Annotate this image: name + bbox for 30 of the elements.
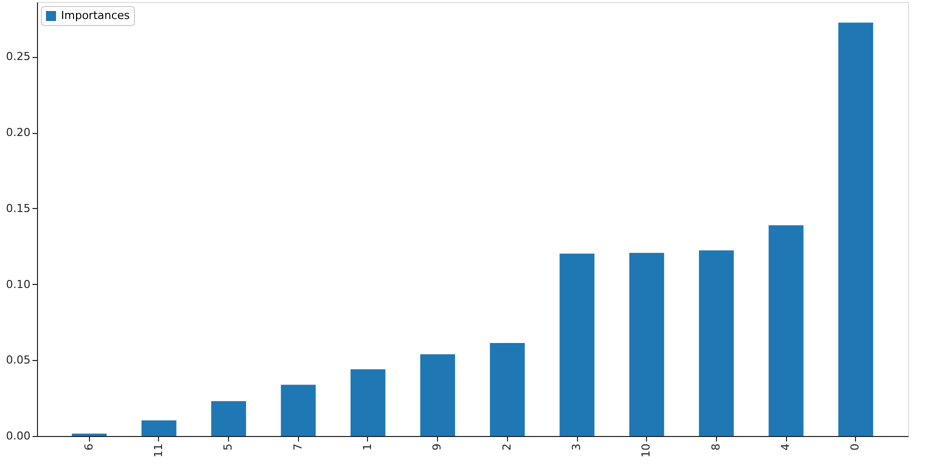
x-tick-label: 4 bbox=[779, 444, 792, 450]
x-tick-label: 8 bbox=[709, 444, 722, 450]
bar bbox=[211, 401, 246, 436]
bar bbox=[698, 250, 734, 436]
x-tick-label: 1 bbox=[360, 444, 374, 450]
x-tick-label: 2 bbox=[500, 444, 514, 450]
bar bbox=[142, 420, 176, 436]
x-tick-label: 10 bbox=[640, 444, 653, 458]
x-tick-label: 9 bbox=[430, 444, 444, 450]
x-tick-label: 3 bbox=[570, 444, 584, 450]
legend-label: Importances bbox=[61, 9, 130, 22]
x-tick-label: 7 bbox=[291, 444, 304, 450]
x-tick-label: 0 bbox=[848, 444, 862, 450]
y-tick-label: 0.05 bbox=[6, 354, 30, 367]
x-tick-label: 5 bbox=[222, 444, 235, 450]
bar bbox=[350, 369, 386, 436]
y-tick-label: 0.15 bbox=[6, 202, 30, 215]
bar bbox=[560, 254, 594, 436]
x-tick-label: 6 bbox=[82, 444, 96, 450]
bar bbox=[420, 354, 456, 436]
y-tick-label: 0.25 bbox=[6, 50, 30, 64]
y-tick-label: 0.20 bbox=[6, 126, 30, 140]
y-tick-label: 0.10 bbox=[6, 278, 30, 291]
y-tick-label: 0.00 bbox=[6, 430, 30, 442]
bar bbox=[490, 342, 525, 436]
bar bbox=[280, 384, 316, 436]
x-tick-label: 11 bbox=[152, 444, 165, 458]
bar bbox=[838, 22, 874, 436]
bar bbox=[768, 225, 804, 436]
bar bbox=[629, 252, 664, 436]
